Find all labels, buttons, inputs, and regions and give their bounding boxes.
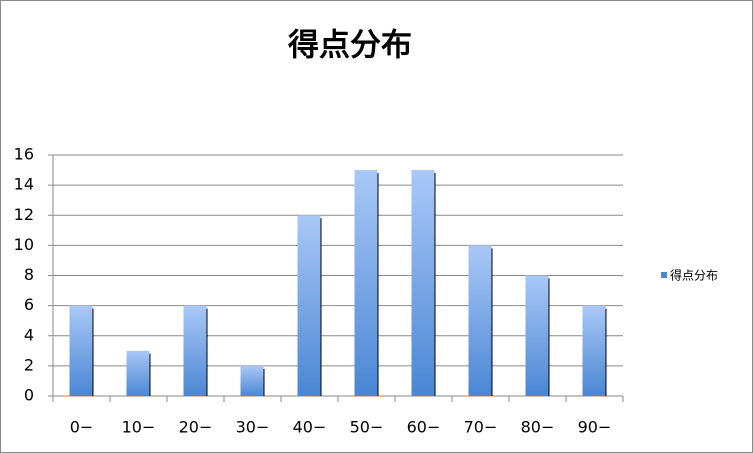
bar [69, 305, 93, 396]
y-tick-label: 0 [24, 386, 34, 405]
x-tick-label: 20− [179, 418, 213, 437]
x-tick-label: 40− [293, 418, 327, 437]
y-tick-label: 10 [14, 235, 34, 254]
bar [411, 170, 435, 396]
y-tick-label: 12 [14, 205, 34, 224]
x-tick-label: 50− [350, 418, 384, 437]
x-tick-label: 80− [521, 418, 555, 437]
x-tick-label: 70− [464, 418, 498, 437]
x-tick-label: 0− [70, 418, 94, 437]
bar [297, 215, 321, 396]
x-tick-label: 90− [578, 418, 612, 437]
bar [525, 275, 549, 396]
x-tick-label: 60− [407, 418, 441, 437]
bar [468, 245, 492, 396]
bar [126, 350, 150, 396]
bar [240, 365, 264, 396]
legend-swatch [661, 272, 667, 278]
chart-title: 得点分布 [287, 28, 412, 64]
bar [354, 170, 378, 396]
x-tick-label: 10− [122, 418, 156, 437]
y-tick-label: 4 [24, 325, 34, 344]
y-tick-label: 14 [14, 175, 34, 194]
y-tick-label: 8 [24, 265, 34, 284]
x-tick-label: 30− [236, 418, 270, 437]
y-tick-label: 16 [14, 145, 34, 164]
legend-label: 得点分布 [670, 268, 718, 283]
bar [582, 305, 606, 396]
y-tick-label: 6 [24, 295, 34, 314]
bar [183, 305, 207, 396]
y-tick-label: 2 [24, 355, 34, 374]
